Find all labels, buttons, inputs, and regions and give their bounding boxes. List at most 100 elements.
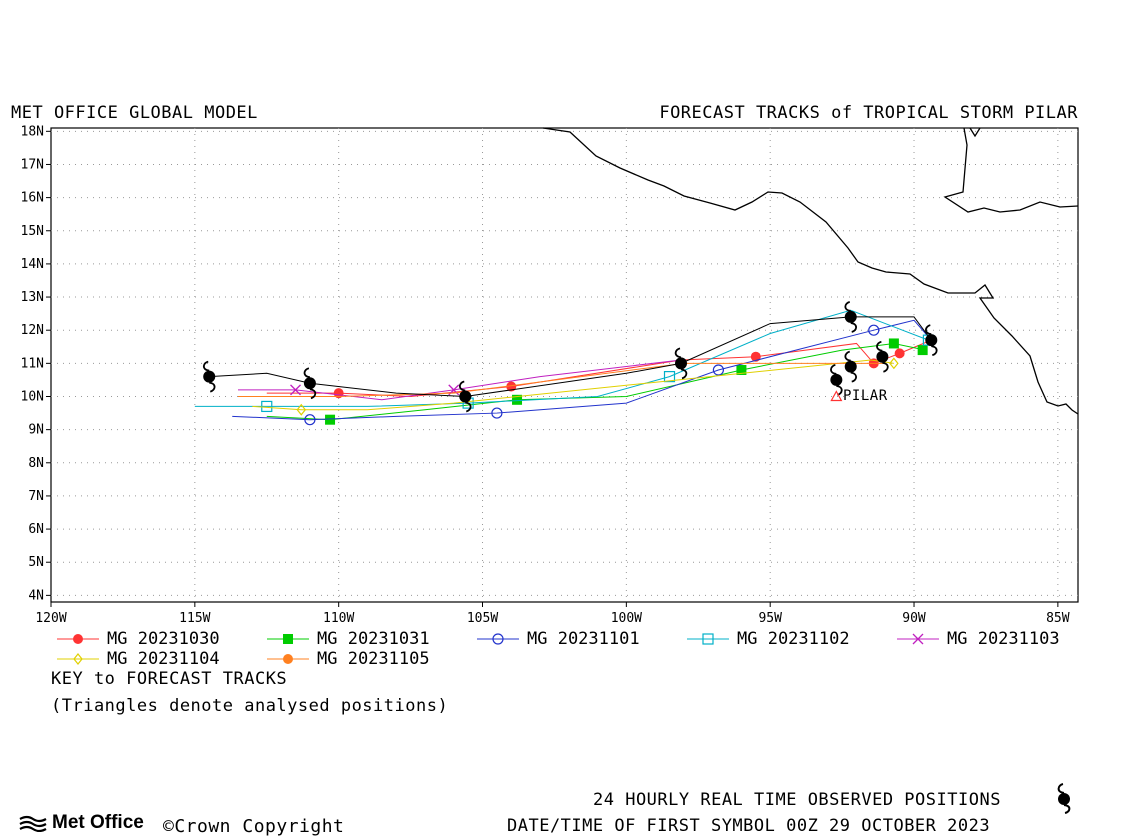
forecast-tracks bbox=[194, 309, 937, 426]
y-tick-label: 18N bbox=[21, 124, 44, 139]
track-marker bbox=[702, 633, 714, 645]
copyright: ©Crown Copyright bbox=[163, 816, 345, 837]
storm-symbol bbox=[202, 360, 216, 393]
legend-label: MG 20231105 bbox=[317, 649, 430, 669]
analysed-triangle bbox=[830, 390, 843, 402]
legend-label: MG 20231103 bbox=[947, 629, 1060, 649]
legend-item: MG 20231101 bbox=[475, 629, 640, 649]
track-marker bbox=[290, 384, 301, 396]
track-marker bbox=[325, 414, 336, 425]
track-line bbox=[237, 362, 886, 397]
legend-symbol bbox=[267, 654, 309, 664]
x-tick-label: 100W bbox=[611, 611, 642, 626]
track-marker bbox=[712, 364, 725, 376]
x-tick-label: 115W bbox=[179, 611, 210, 626]
legend-item: MG 20231031 bbox=[265, 629, 430, 649]
y-tick-label: 10N bbox=[21, 389, 44, 404]
key-title: KEY to FORECAST TRACKS bbox=[51, 669, 288, 689]
track-marker bbox=[491, 407, 503, 419]
met-office-logo: Met Office bbox=[18, 812, 144, 834]
legend-item: MG 20231102 bbox=[685, 629, 850, 649]
storm-symbol-icon bbox=[1057, 783, 1071, 814]
storm-symbol bbox=[303, 367, 317, 400]
track-series bbox=[266, 338, 928, 425]
observed-line bbox=[209, 316, 932, 397]
track-marker bbox=[912, 633, 924, 645]
track-marker bbox=[917, 345, 928, 356]
legend-item: MG 20231104 bbox=[55, 649, 220, 669]
y-tick-label: 5N bbox=[28, 555, 44, 570]
legend-symbol bbox=[897, 633, 939, 645]
storm-symbol bbox=[844, 301, 858, 333]
key-note: (Triangles denote analysed positions) bbox=[51, 696, 449, 716]
track-marker bbox=[304, 414, 316, 426]
coastline bbox=[542, 127, 1079, 415]
track-marker bbox=[889, 357, 899, 370]
track-series bbox=[232, 319, 937, 426]
track-marker bbox=[868, 324, 880, 336]
legend-symbol bbox=[57, 653, 99, 665]
y-tick-label: 4N bbox=[28, 588, 44, 603]
storm-symbol bbox=[844, 350, 858, 383]
x-tick-label: 90W bbox=[902, 611, 926, 626]
y-tick-label: 6N bbox=[28, 522, 44, 537]
track-marker bbox=[888, 338, 899, 349]
x-tick-label: 85W bbox=[1046, 611, 1070, 626]
x-tick-label: 110W bbox=[323, 611, 354, 626]
model-title: MET OFFICE GLOBAL MODEL bbox=[11, 103, 258, 123]
track-marker bbox=[736, 364, 747, 375]
track-line bbox=[252, 359, 894, 411]
legend-symbol bbox=[267, 634, 309, 644]
track-series bbox=[237, 362, 886, 397]
chart-title: FORECAST TRACKS of TROPICAL STORM PILAR bbox=[659, 103, 1078, 123]
x-tick-label: 120W bbox=[35, 611, 66, 626]
storm-label: PILAR bbox=[843, 388, 888, 404]
storm-symbol bbox=[458, 380, 472, 413]
track-marker bbox=[283, 654, 293, 664]
y-tick-label: 12N bbox=[21, 323, 44, 338]
x-tick-label: 95W bbox=[758, 611, 782, 626]
y-tick-label: 14N bbox=[21, 257, 44, 272]
track-marker bbox=[663, 371, 676, 383]
y-tick-label: 9N bbox=[28, 423, 44, 438]
track-marker bbox=[296, 403, 307, 416]
track-marker bbox=[333, 388, 344, 399]
storm-symbol bbox=[830, 364, 843, 396]
storm-symbol bbox=[876, 340, 889, 373]
track-marker bbox=[73, 634, 83, 644]
track-marker bbox=[512, 394, 523, 405]
y-tick-label: 11N bbox=[21, 356, 44, 371]
legend-symbol bbox=[477, 633, 519, 645]
storm-symbol bbox=[925, 324, 938, 357]
track-marker bbox=[283, 634, 293, 644]
track-line bbox=[232, 319, 932, 421]
legend-label: MG 20231104 bbox=[107, 649, 220, 669]
legend-label: MG 20231102 bbox=[737, 629, 850, 649]
map-frame bbox=[50, 127, 1079, 603]
y-tick-label: 8N bbox=[28, 456, 44, 471]
legend-item: MG 20231105 bbox=[265, 649, 430, 669]
track-series bbox=[252, 357, 899, 416]
legend-label: MG 20231030 bbox=[107, 629, 220, 649]
analysed-position bbox=[830, 390, 843, 402]
legend-symbol bbox=[687, 633, 729, 645]
y-tick-label: 16N bbox=[21, 191, 44, 206]
legend-symbol bbox=[57, 634, 99, 644]
y-tick-label: 17N bbox=[21, 157, 44, 172]
x-tick-label: 105W bbox=[467, 611, 498, 626]
observed-positions-note: 24 HOURLY REAL TIME OBSERVED POSITIONS bbox=[593, 790, 1001, 810]
legend-item: MG 20231030 bbox=[55, 629, 220, 649]
y-tick-label: 15N bbox=[21, 224, 44, 239]
track-marker bbox=[750, 351, 761, 362]
brand-name: Met Office bbox=[52, 812, 144, 833]
track-marker bbox=[73, 653, 83, 665]
grid-lines bbox=[46, 128, 1078, 607]
track-marker bbox=[894, 348, 905, 359]
legend-label: MG 20231101 bbox=[527, 629, 640, 649]
y-tick-label: 7N bbox=[28, 489, 44, 504]
track-marker bbox=[261, 400, 273, 413]
axis-tick-labels: 120W 115W 110W 105W 100W 95W 90W 85W 4N 5N 6N 7N 8N 9… bbox=[21, 124, 1070, 626]
legend-item: MG 20231103 bbox=[895, 629, 1060, 649]
storm-symbol bbox=[674, 347, 688, 380]
